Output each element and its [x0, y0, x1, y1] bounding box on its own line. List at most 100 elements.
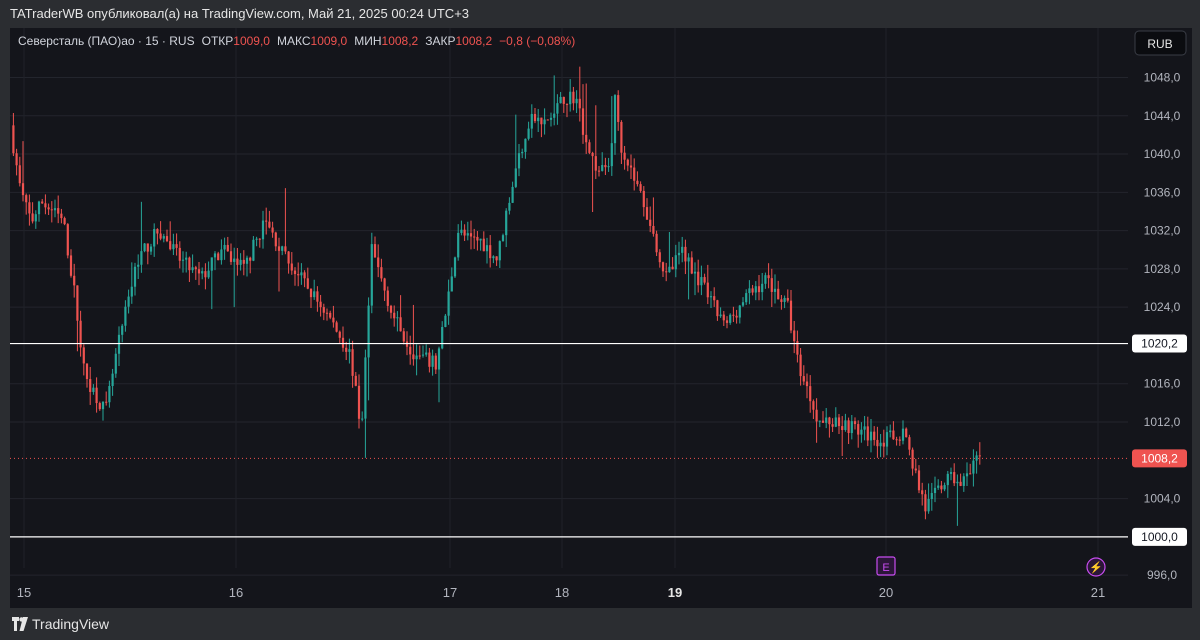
candle-body — [514, 168, 517, 187]
candle-body — [460, 229, 463, 233]
candle-body — [706, 282, 709, 298]
candle-body — [370, 244, 373, 306]
candle-body — [15, 153, 18, 166]
candle-body — [53, 208, 57, 211]
candle-body — [575, 98, 578, 104]
candle-body — [719, 314, 722, 317]
candle-body — [613, 95, 617, 144]
candle-body — [309, 288, 313, 298]
candle-body — [188, 257, 191, 271]
candle-body — [450, 276, 453, 292]
candle-body — [191, 267, 194, 271]
candle-body — [79, 320, 82, 348]
candle-body — [63, 218, 66, 225]
level-price-label: 1000,0 — [1141, 530, 1178, 544]
candle-body — [882, 442, 885, 447]
candle-body — [517, 153, 521, 169]
candle-body — [105, 401, 108, 403]
candle-body — [716, 300, 719, 317]
candle-body — [645, 207, 649, 220]
last-price-tag — [1132, 449, 1187, 468]
candle-body — [754, 286, 757, 293]
candle-body — [146, 243, 149, 252]
candle-body — [441, 326, 444, 349]
candle-body — [201, 271, 204, 274]
candle-body — [831, 424, 834, 427]
y-tick-label: 1016,0 — [1144, 377, 1181, 391]
candle-body — [639, 184, 642, 191]
candle-body — [124, 306, 127, 326]
candle-body — [76, 285, 79, 321]
candle-body — [41, 201, 44, 204]
candle-body — [837, 417, 841, 427]
candle-body — [898, 439, 901, 441]
chart-pane[interactable]: 1020,2 1000,0 1008,2 1048,0 1044,0 1040,0 103… — [10, 28, 1192, 608]
candle-body — [396, 317, 399, 319]
candle-body — [137, 264, 140, 267]
candle-body — [325, 312, 329, 314]
candle-body — [892, 430, 895, 440]
earnings-marker[interactable] — [876, 556, 896, 576]
currency-button[interactable] — [1134, 30, 1187, 56]
currency-label[interactable]: RUB — [1147, 37, 1172, 51]
horizontal-levels: 1020,2 1000,0 1008,2 — [10, 334, 1187, 546]
candle-body — [818, 420, 821, 422]
legend-change: −0,8 (−0,08%) — [499, 34, 575, 48]
candle-body — [761, 283, 764, 293]
level-price-label: 1020,2 — [1141, 337, 1178, 351]
candle-body — [741, 302, 745, 306]
candle-body — [668, 266, 671, 273]
candle-body — [805, 381, 809, 387]
candle-body — [732, 314, 735, 316]
candle-body — [303, 272, 306, 279]
candle-body — [914, 468, 917, 471]
candle-body — [121, 325, 124, 335]
candle-body — [783, 297, 786, 302]
candle-body — [69, 255, 73, 276]
candle-body — [572, 91, 575, 104]
candle-body — [159, 233, 162, 239]
candle-body — [409, 346, 412, 355]
candle-body — [249, 257, 252, 261]
candle-body — [556, 103, 559, 114]
candle-body — [89, 379, 92, 392]
price-axis[interactable]: 1048,0 1044,0 1040,0 1036,0 1032,0 1028,0 1024… — [1144, 71, 1181, 583]
candle-body — [482, 238, 485, 252]
candle-body — [956, 481, 959, 484]
candle-body — [972, 460, 975, 474]
candle-body — [268, 221, 271, 228]
candle-body — [565, 103, 569, 105]
candle-body — [687, 257, 690, 262]
candle-body — [178, 247, 181, 261]
candle-body — [277, 246, 281, 251]
candle-body — [949, 472, 953, 474]
legend-symbol: Северсталь (ПАО)ао · 15 · RUS — [18, 34, 195, 48]
candle-body — [825, 417, 828, 423]
candle-body — [821, 420, 825, 423]
candle-body — [466, 233, 469, 236]
candle-body — [175, 244, 178, 248]
publisher-line: TATraderWB опубликовал(а) на TradingView… — [10, 6, 470, 21]
time-axis[interactable]: 15 16 17 18 19 20 21 — [17, 585, 1105, 600]
candle-body — [953, 472, 956, 484]
candle-body — [885, 432, 889, 447]
candle-body — [204, 271, 207, 278]
candle-body — [242, 259, 245, 264]
candle-body — [642, 190, 645, 208]
candle-body — [924, 494, 927, 512]
candle-body — [578, 98, 581, 109]
candle-body — [60, 213, 63, 219]
y-tick-label: 1024,0 — [1144, 300, 1181, 314]
candle-body — [546, 119, 549, 121]
last-price-label: 1008,2 — [1141, 451, 1178, 465]
candle-body — [181, 259, 185, 261]
legend-high-value: 1009,0 — [311, 34, 348, 48]
candle-body — [194, 267, 197, 270]
candle-body — [793, 330, 796, 342]
candle-body — [469, 233, 473, 237]
candle-body — [610, 143, 613, 167]
price-chart[interactable]: 1020,2 1000,0 1008,2 1048,0 1044,0 1040,0 103… — [10, 28, 1192, 608]
dividend-marker[interactable] — [1086, 557, 1106, 577]
candle-body — [597, 170, 601, 172]
candle-body — [537, 117, 540, 122]
